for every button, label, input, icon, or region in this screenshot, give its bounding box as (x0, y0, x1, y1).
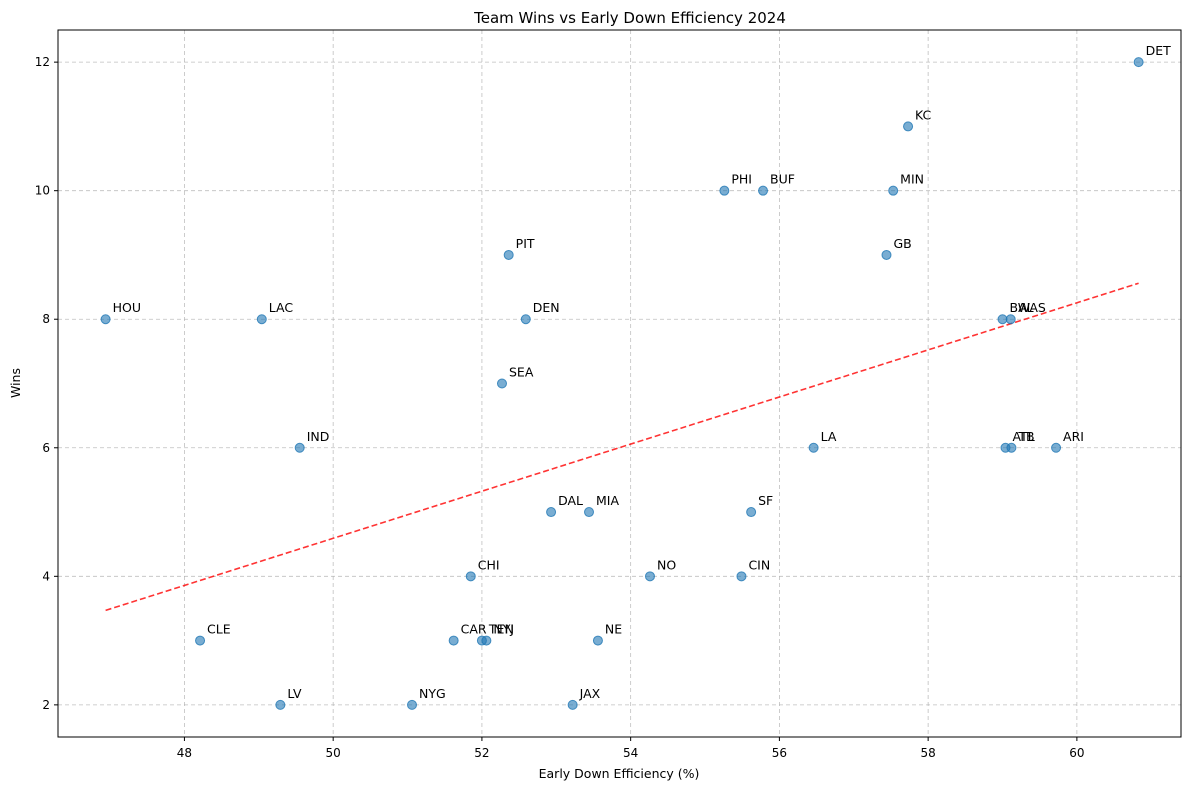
point-label-nyg: NYG (419, 686, 446, 701)
point-label-den: DEN (533, 300, 560, 315)
data-point-mia (584, 507, 595, 518)
point-label-lv: LV (287, 686, 302, 701)
point-label-cin: CIN (748, 557, 770, 572)
data-point-la (808, 442, 819, 453)
y-tick-label: 2 (42, 698, 50, 712)
y-tick-label: 8 (42, 312, 50, 326)
grid-layer (58, 30, 1181, 737)
x-tick-label: 54 (623, 746, 638, 760)
point-label-gb: GB (893, 236, 911, 251)
data-point-nyg (407, 699, 418, 710)
y-tick-label: 4 (42, 569, 50, 583)
y-axis-label: Wins (8, 368, 23, 398)
point-label-chi: CHI (478, 557, 500, 572)
data-point-cle (195, 635, 206, 646)
point-label-pit: PIT (516, 236, 535, 251)
data-point-dal (546, 507, 557, 518)
point-label-bal: BAL (1010, 300, 1034, 315)
point-label-det: DET (1146, 43, 1172, 58)
data-point-cin (736, 571, 747, 582)
point-label-kc: KC (915, 107, 932, 122)
data-point-pit (503, 249, 514, 260)
y-tick-label: 6 (42, 441, 50, 455)
data-point-ind (294, 442, 305, 453)
point-label-ind: IND (307, 429, 330, 444)
data-point-tb (1006, 442, 1017, 453)
point-label-sea: SEA (509, 365, 534, 380)
data-point-was (1005, 314, 1016, 325)
data-point-jax (567, 699, 578, 710)
plot-frame (57, 29, 1182, 738)
point-label-phi: PHI (731, 172, 752, 187)
data-point-sf (746, 507, 757, 518)
data-point-lv (275, 699, 286, 710)
data-point-bal (997, 314, 1008, 325)
x-axis-label: Early Down Efficiency (%) (539, 766, 700, 781)
x-tick-label: 52 (474, 746, 489, 760)
point-label-atl: ATL (1012, 429, 1034, 444)
point-label-jax: JAX (579, 686, 601, 701)
point-label-dal: DAL (558, 493, 583, 508)
ticks-layer: 48 50 52 54 56 58 60 2 4 6 8 10 12 (35, 55, 1085, 760)
data-point-chi (465, 571, 476, 582)
x-tick-label: 56 (772, 746, 787, 760)
point-label-ari: ARI (1063, 429, 1084, 444)
data-point-den (520, 314, 531, 325)
point-label-lac: LAC (269, 300, 294, 315)
data-point-no (644, 571, 655, 582)
y-tick-label: 12 (35, 55, 50, 69)
data-point-det (1133, 57, 1144, 68)
data-point-lac (256, 314, 267, 325)
point-label-was: WAS (1018, 300, 1046, 315)
point-label-nyj: NYJ (493, 622, 514, 637)
point-label-ten: TEN (488, 622, 514, 637)
x-tick-label: 48 (177, 746, 192, 760)
point-label-car: CAR (461, 622, 487, 637)
point-label-buf: BUF (770, 172, 795, 187)
data-point-min (888, 185, 899, 196)
x-tick-label: 60 (1069, 746, 1084, 760)
data-point-gb (881, 249, 892, 260)
data-point-kc (903, 121, 914, 132)
point-label-sf: SF (758, 493, 773, 508)
point-label-mia: MIA (596, 493, 619, 508)
chart-title: Team Wins vs Early Down Efficiency 2024 (473, 9, 786, 27)
data-point-sea (496, 378, 507, 389)
data-point-ari (1051, 442, 1062, 453)
point-label-la: LA (821, 429, 837, 444)
x-tick-label: 58 (920, 746, 935, 760)
point-label-hou: HOU (113, 300, 141, 315)
data-point-hou (100, 314, 111, 325)
data-point-ne (592, 635, 603, 646)
trendline (105, 282, 1139, 612)
x-tick-label: 50 (326, 746, 341, 760)
point-label-ne: NE (605, 622, 622, 637)
point-label-no: NO (657, 557, 676, 572)
data-point-phi (719, 185, 730, 196)
point-label-tb: TB (1017, 429, 1034, 444)
data-point-nyj (481, 635, 492, 646)
point-label-min: MIN (900, 172, 924, 187)
data-point-car (448, 635, 459, 646)
data-point-buf (758, 185, 769, 196)
point-label-cle: CLE (207, 622, 231, 637)
y-tick-label: 10 (35, 184, 50, 198)
